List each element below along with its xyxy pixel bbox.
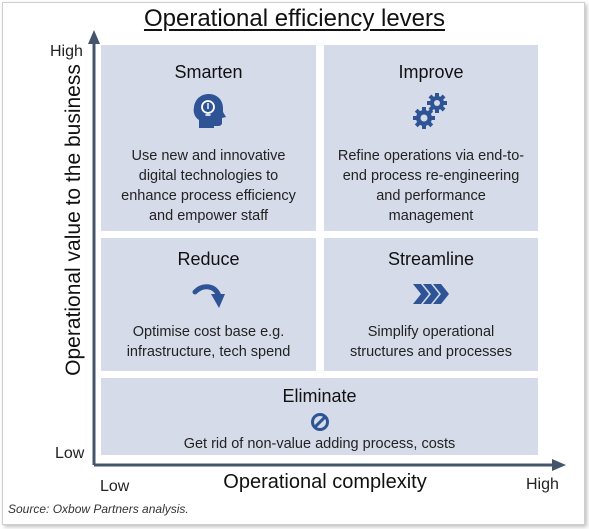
quadrant-description: Get rid of non-value adding process, cos… xyxy=(183,436,456,452)
quadrant-smarten: Smarten Use new and innovative digital t… xyxy=(101,45,316,231)
quadrant-improve: Improve Refine operations via end-to-end… xyxy=(324,45,538,231)
y-axis-label: Operational value to the business xyxy=(62,64,85,376)
quadrant-title: Improve xyxy=(398,62,464,82)
y-axis-low: Low xyxy=(55,445,85,462)
quadrant-eliminate: Eliminate Get rid of non-value adding pr… xyxy=(101,378,538,455)
source-note: Source: Oxbow Partners analysis. xyxy=(8,502,189,516)
triple-chevron-right-icon xyxy=(324,282,538,312)
head-lightbulb-icon xyxy=(101,92,316,130)
quadrant-title: Reduce xyxy=(177,249,240,269)
x-axis-low: Low xyxy=(100,478,130,495)
quadrant-title: Streamline xyxy=(387,249,475,269)
gears-icon xyxy=(324,91,538,131)
quadrant-description: Simplify operational structures and proc… xyxy=(350,324,512,360)
x-axis-label: Operational complexity xyxy=(223,471,427,493)
curved-arrow-down-icon xyxy=(101,282,316,312)
y-axis-high: High xyxy=(50,43,83,60)
quadrant-streamline: Streamline Simplify operational structur… xyxy=(324,238,538,371)
prohibited-icon xyxy=(101,412,538,432)
x-axis-high: High xyxy=(526,476,559,493)
quadrant-title: Eliminate xyxy=(282,386,357,406)
diagram-title: Operational efficiency levers xyxy=(143,5,446,32)
quadrant-title: Smarten xyxy=(174,62,243,82)
quadrant-reduce: Reduce Optimise cost base e.g. infrastru… xyxy=(101,238,316,371)
quadrant-description: Refine operations via end-to-end process… xyxy=(337,148,525,224)
quadrant-description: Optimise cost base e.g. infrastructure, … xyxy=(126,324,291,360)
quadrant-description: Use new and innovative digital technolog… xyxy=(121,148,296,224)
